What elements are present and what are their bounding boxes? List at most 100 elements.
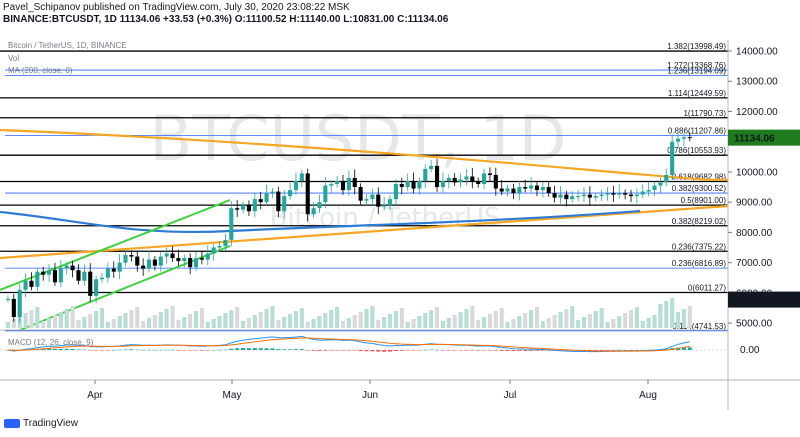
candle-body: [41, 271, 46, 275]
candle-body: [570, 196, 575, 200]
volume-bar: [393, 311, 398, 328]
candle-body: [617, 193, 622, 195]
legend-title: Bitcoin / TetherUS, 1D, BINANCE: [8, 41, 127, 50]
volume-bar: [658, 304, 663, 328]
macd-histogram-bar: [176, 350, 181, 351]
candle-body: [628, 194, 634, 197]
volume-bar: [517, 316, 522, 328]
macd-histogram-bar: [317, 350, 322, 351]
volume-bar: [111, 319, 116, 328]
volume-bar: [664, 301, 669, 328]
candle-body: [517, 187, 522, 194]
volume-bar: [405, 322, 410, 328]
macd-histogram-bar: [293, 349, 299, 350]
volume-bar: [511, 319, 516, 328]
candle-body: [64, 265, 69, 269]
macd-histogram-bar: [158, 349, 163, 351]
candle-body: [129, 255, 134, 257]
candle-body: [499, 188, 504, 192]
candle-body: [558, 194, 563, 198]
macd-histogram-bar: [393, 350, 398, 352]
candle-body: [529, 185, 534, 189]
volume-bar: [288, 314, 293, 328]
support-line: [0, 204, 729, 260]
macd-layer: [0, 335, 728, 353]
volume-bar: [329, 310, 334, 328]
volume-bar: [529, 310, 534, 328]
candle-body: [52, 270, 58, 283]
candle-body: [611, 193, 616, 195]
volume-bar: [458, 312, 463, 328]
candle-body: [94, 279, 99, 296]
macd-histogram-bar: [70, 348, 75, 350]
candle-body: [123, 255, 128, 263]
macd-histogram-bar: [346, 350, 351, 351]
volume-bar: [605, 322, 610, 328]
macd-histogram-bar: [505, 350, 510, 351]
macd-histogram-bar: [340, 350, 346, 351]
candle-body: [446, 177, 451, 181]
volume-bar: [76, 320, 81, 328]
volume-bar: [52, 315, 58, 328]
candle-body: [29, 280, 34, 287]
macd-histogram-bar: [423, 349, 428, 351]
macd-histogram-bar: [605, 350, 610, 351]
y-tick-label: 13000.00: [736, 77, 778, 88]
macd-histogram-bar: [429, 349, 434, 351]
macd-histogram-bar: [458, 350, 463, 351]
macd-histogram-bar: [258, 348, 263, 350]
macd-histogram-bar: [141, 349, 146, 351]
macd-histogram-bar: [47, 348, 52, 350]
tradingview-logo[interactable]: TradingView: [4, 418, 78, 429]
macd-histogram-bar: [229, 348, 234, 350]
macd-histogram-bar: [387, 350, 393, 352]
volume-bar: [687, 306, 692, 328]
volume-bar: [546, 318, 551, 328]
macd-histogram-bar: [352, 350, 357, 351]
fib-level-label: 1.272(13368.76): [667, 61, 726, 70]
macd-histogram-bar: [323, 350, 328, 351]
volume-bar: [129, 310, 134, 328]
candle-body: [587, 194, 592, 198]
candle-body: [599, 194, 604, 197]
volume-bar: [352, 315, 357, 328]
volume-bar: [246, 318, 251, 328]
candle-body: [482, 173, 487, 185]
volume-bar: [58, 312, 63, 328]
volume-bar: [634, 307, 639, 328]
macd-histogram-bar: [111, 349, 116, 351]
candle-body: [223, 239, 228, 246]
macd-histogram-bar: [623, 349, 628, 351]
macd-histogram-bar: [282, 349, 287, 350]
candle-body: [664, 174, 669, 183]
y-tick-label: 7000.00: [736, 258, 773, 269]
macd-histogram-bar: [540, 350, 545, 351]
macd-histogram-bar: [434, 349, 440, 351]
candle-body: [458, 179, 463, 183]
volume-bar: [282, 317, 287, 328]
candle-body: [146, 259, 152, 269]
legend-macd: MACD (12, 26, close, 9): [8, 338, 94, 347]
volume-bar: [141, 321, 146, 328]
fib-level-label: 1.382(13998.49): [667, 42, 726, 51]
macd-histogram-bar: [241, 348, 246, 350]
volume-bar: [523, 313, 528, 328]
macd-histogram-bar: [446, 350, 451, 351]
fib-level-label: 0.618(9682.98): [672, 173, 727, 182]
volume-bar: [335, 307, 340, 328]
candle-body: [229, 208, 234, 240]
candle-body: [76, 270, 81, 281]
candle-body: [540, 187, 545, 191]
volume-bar: [5, 322, 10, 328]
candle-body: [35, 271, 40, 287]
volume-bar: [340, 321, 346, 328]
macd-histogram-bar: [152, 349, 157, 351]
candle-body: [646, 190, 651, 192]
volume-bar: [411, 319, 416, 328]
candle-body: [211, 247, 216, 254]
volume-bar: [576, 320, 581, 328]
macd-histogram-bar: [411, 350, 416, 351]
macd-histogram-bar: [299, 349, 304, 350]
candle-body: [47, 270, 52, 275]
